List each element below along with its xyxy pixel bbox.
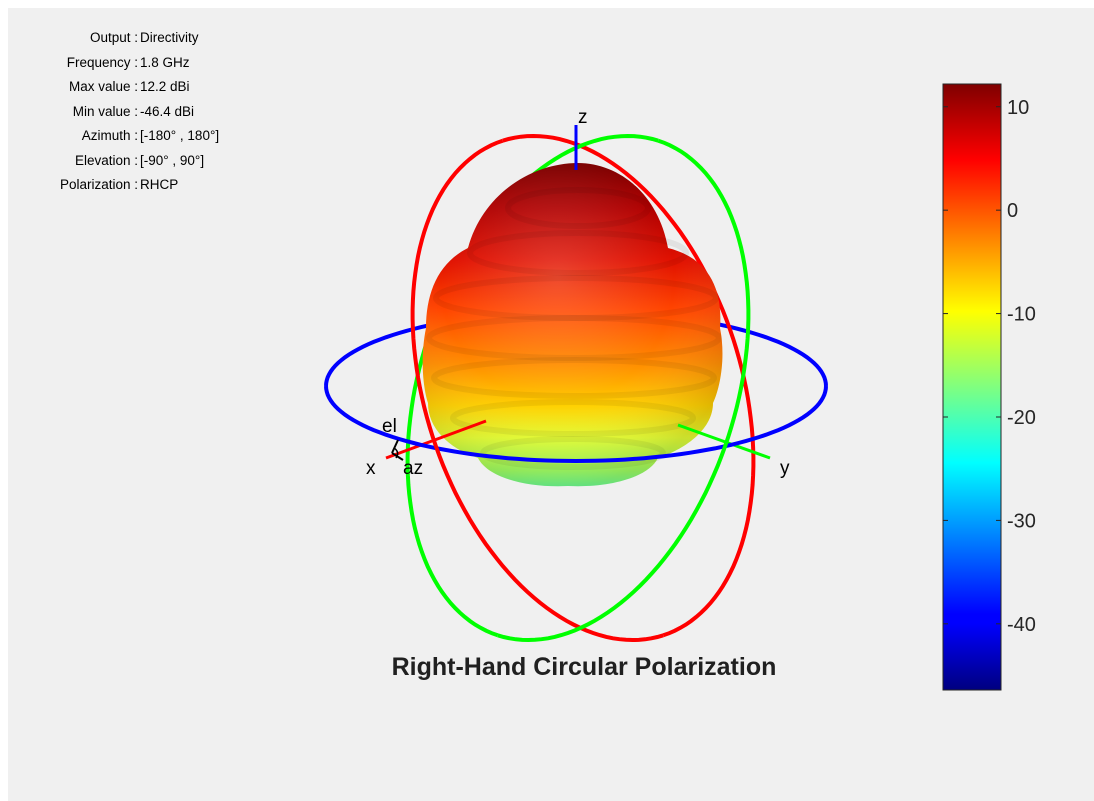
- pattern-ring: [505, 187, 651, 229]
- colorbar-tick-label: -30: [1007, 510, 1036, 532]
- info-value: [-90° , 90°]: [140, 152, 205, 168]
- chart-title: Right-Hand Circular Polarization: [391, 653, 777, 681]
- y-axis-line: [677, 423, 771, 460]
- axis-label-x: x: [366, 458, 376, 479]
- axis-label-az: az: [403, 458, 423, 479]
- info-value: 1.8 GHz: [140, 54, 190, 70]
- pattern-ring: [426, 315, 722, 361]
- pattern-shading-rings: [426, 187, 722, 470]
- info-value: [-180° , 180°]: [140, 128, 220, 143]
- info-value: -46.4 dBi: [140, 103, 195, 119]
- info-label: Min value :: [72, 103, 138, 119]
- pattern-ring: [480, 436, 666, 470]
- z-great-circle-front: [324, 385, 828, 464]
- info-label: Azimuth :: [81, 128, 138, 143]
- axis-label-el: el: [382, 416, 397, 437]
- radiation-pattern-surface: [422, 163, 723, 487]
- pattern-ring: [467, 230, 689, 276]
- info-row: Elevation : [-90° , 90°]: [8, 149, 219, 174]
- info-row: Min value : -46.4 dBi: [8, 100, 219, 125]
- info-label: Output :: [89, 30, 138, 45]
- pattern-ring: [433, 275, 719, 321]
- x-great-circle-front: [410, 138, 664, 643]
- info-row: Max value :12.2 dBi: [8, 75, 219, 100]
- az-el-triad: [391, 439, 404, 461]
- colorbar-gradient: [942, 83, 1002, 691]
- colorbar-ticks: 10 0 -10 -20 -30 -40: [943, 97, 1036, 636]
- axis-label-y: y: [780, 458, 790, 479]
- info-row: Polarization : RHCP: [8, 173, 219, 198]
- colorbar-tick-label: 10: [1007, 97, 1029, 119]
- figure-window: Output : Directivity Frequency :1.8 GHz Max…: [8, 8, 1094, 801]
- info-label: Elevation :: [74, 152, 138, 168]
- colorbar-tick-label: -10: [1007, 304, 1036, 326]
- x-great-circle-back: [502, 133, 756, 638]
- pattern-info-panel: Output : Directivity Frequency :1.8 GHz Max…: [8, 26, 219, 198]
- pattern-plot: z x y el az 10 0 -10 -20 -30 -40: [324, 83, 1036, 691]
- pattern-ring: [450, 399, 696, 437]
- info-label: Max value :: [68, 79, 138, 94]
- info-value: RHCP: [140, 177, 179, 192]
- axis-label-z: z: [578, 107, 588, 128]
- colorbar-tick-label: 0: [1007, 200, 1018, 222]
- colorbar: 10 0 -10 -20 -30 -40: [942, 83, 1036, 691]
- colorbar-tick-label: -20: [1007, 407, 1036, 429]
- info-row: Azimuth : [-180° , 180°]: [8, 124, 219, 149]
- pattern-ring: [431, 357, 717, 399]
- info-row: Frequency :1.8 GHz: [8, 51, 219, 76]
- x-axis-line: [385, 419, 487, 460]
- info-value: 12.2 dBi: [140, 79, 190, 94]
- y-great-circle-front: [497, 138, 751, 643]
- great-circles-front: [324, 138, 828, 643]
- info-row: Output : Directivity: [8, 26, 219, 51]
- info-label: Polarization :: [59, 177, 138, 192]
- info-label: Frequency :: [66, 54, 138, 70]
- colorbar-tick-label: -40: [1007, 614, 1036, 636]
- info-value: Directivity: [140, 30, 199, 45]
- axes-lines: [385, 125, 771, 460]
